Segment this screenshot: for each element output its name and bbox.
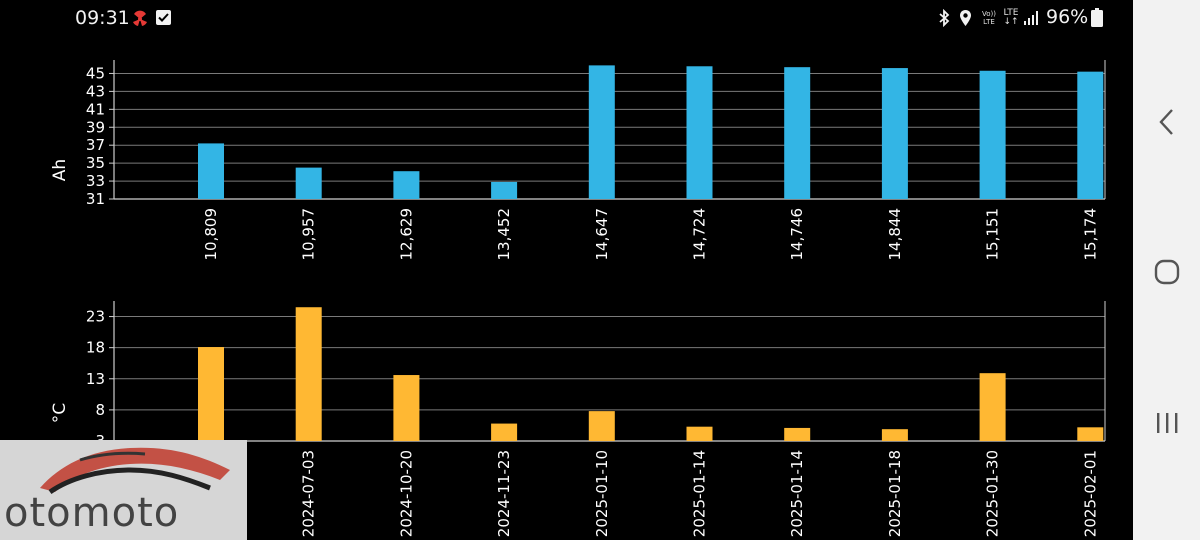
bar — [393, 375, 420, 441]
y-tick-label: 23 — [86, 308, 105, 326]
x-tick-label: 14,746 — [788, 208, 806, 261]
home-circle-icon — [1154, 259, 1179, 285]
y-tick-label: 45 — [86, 64, 105, 82]
x-tick-label: 15,151 — [984, 208, 1002, 261]
x-tick-label: 2024-07-03 — [300, 450, 318, 537]
bar — [491, 423, 518, 441]
lte-icon: LTE ↓↑ — [1003, 8, 1019, 27]
bar — [881, 68, 908, 199]
lte-label: LTE — [1003, 8, 1019, 18]
x-tick-label: 13,452 — [495, 208, 513, 261]
back-button[interactable] — [1133, 87, 1200, 157]
bar — [198, 143, 224, 199]
car-silhouette-logo — [40, 447, 230, 495]
x-tick-label: 10,809 — [202, 208, 220, 261]
watermark-text: otomoto — [4, 490, 180, 536]
battery-icon — [1091, 8, 1103, 27]
bar — [686, 426, 713, 441]
bar — [881, 429, 908, 441]
bar — [295, 167, 322, 199]
bar — [198, 347, 224, 441]
x-tick-label: 2025-01-10 — [593, 450, 611, 537]
bar — [393, 171, 420, 199]
y-tick-label: 39 — [86, 118, 105, 136]
x-tick-label: 2025-01-14 — [788, 450, 806, 537]
y-tick-label: 43 — [86, 82, 105, 100]
y-tick-label: 8 — [95, 401, 105, 419]
x-tick-label: 2024-11-23 — [495, 450, 513, 537]
bar — [588, 411, 615, 441]
x-tick-label: 2025-02-01 — [1081, 450, 1099, 537]
radiation-icon — [133, 10, 147, 26]
battery-percent: 96% — [1046, 6, 1089, 28]
bar — [784, 67, 811, 199]
bar — [979, 373, 1006, 441]
y-tick-label: 18 — [86, 339, 105, 357]
volte-icon: Vo)) LTE — [980, 10, 998, 26]
signal-icon — [1024, 11, 1038, 25]
chevron-left-icon — [1158, 109, 1173, 135]
x-tick-label: 14,647 — [593, 208, 611, 261]
x-tick-label: 2024-10-20 — [397, 450, 415, 537]
bar — [588, 65, 615, 199]
x-tick-label: 15,174 — [1081, 208, 1099, 261]
x-tick-label: 14,724 — [691, 208, 709, 261]
y-axis-title: Ah — [50, 159, 70, 181]
navigation-bar — [1133, 0, 1200, 540]
y-tick-label: 37 — [86, 136, 105, 154]
y-tick-label: 33 — [86, 172, 105, 190]
x-tick-label: 2025-01-14 — [691, 450, 709, 537]
x-tick-label: 14,844 — [886, 208, 904, 261]
bar — [686, 66, 713, 199]
x-tick-label: 2025-01-18 — [886, 450, 904, 537]
bar — [1077, 427, 1104, 441]
otomoto-watermark: otomoto — [0, 440, 247, 540]
home-button[interactable] — [1133, 237, 1200, 307]
x-tick-label: 2025-01-30 — [984, 450, 1002, 537]
location-icon — [960, 10, 971, 26]
clock: 09:31 — [75, 7, 130, 29]
bar — [784, 427, 811, 441]
y-tick-label: 35 — [86, 154, 105, 172]
y-tick-label: 13 — [86, 370, 105, 388]
volte-label: Vo)) LTE — [982, 10, 996, 26]
recents-button[interactable] — [1133, 388, 1200, 458]
status-bar: 09:31 Vo)) LTE LTE ↓↑ 96% — [0, 0, 1133, 36]
x-tick-label: 10,957 — [300, 208, 318, 261]
bar — [295, 307, 322, 441]
bar — [491, 181, 518, 199]
checkbox-icon — [156, 10, 171, 25]
bar — [979, 70, 1006, 199]
recents-icon — [1156, 413, 1177, 433]
bar — [1077, 71, 1104, 199]
x-tick-label: 12,629 — [397, 208, 415, 261]
y-axis-title: °C — [50, 403, 70, 423]
y-tick-label: 31 — [86, 190, 105, 208]
y-tick-label: 41 — [86, 100, 105, 118]
bluetooth-icon — [939, 9, 950, 27]
